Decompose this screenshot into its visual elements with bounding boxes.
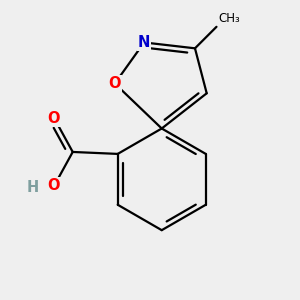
Text: O: O: [47, 178, 59, 194]
Text: O: O: [47, 111, 59, 126]
Text: H: H: [26, 180, 39, 195]
Text: CH₃: CH₃: [218, 12, 240, 25]
Text: O: O: [109, 76, 121, 91]
Text: N: N: [138, 35, 150, 50]
